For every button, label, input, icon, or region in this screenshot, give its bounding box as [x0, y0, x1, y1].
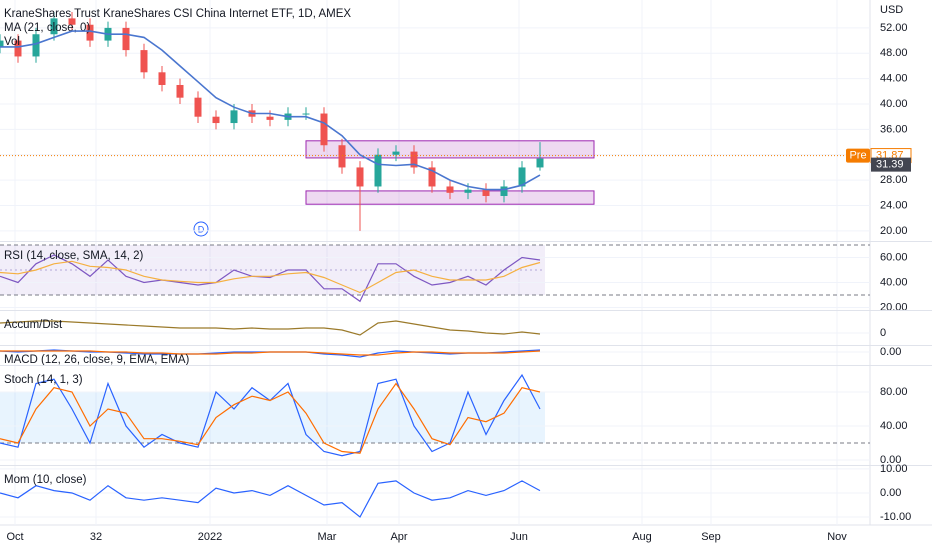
- candle-body: [68, 18, 76, 25]
- candle-body: [212, 116, 220, 124]
- pane-title: RSI (14, close, SMA, 14, 2): [4, 250, 144, 262]
- candle-body: [392, 151, 400, 155]
- candle-body: [122, 27, 130, 51]
- currency-label: USD: [880, 4, 903, 16]
- candle-body: [536, 158, 544, 168]
- x-tick-label: Jun: [510, 531, 528, 543]
- legend-entry: MA (21, close, 0): [4, 22, 90, 34]
- y-tick-label: 10.00: [880, 463, 908, 475]
- candle-body: [410, 151, 418, 168]
- x-tick-label: Aug: [632, 531, 652, 543]
- candle-body: [50, 18, 58, 35]
- candle-body: [500, 186, 508, 196]
- pane-title: KraneShares Trust KraneShares CSI China …: [4, 8, 351, 20]
- pre-badge: [846, 148, 870, 163]
- y-tick-label: 0.00: [880, 487, 901, 499]
- candle-body: [14, 40, 22, 57]
- pre-badge-label: Pre: [849, 149, 866, 161]
- y-tick-label: 40.00: [880, 98, 908, 110]
- series-line: [0, 320, 541, 336]
- legend-entry: Vol: [4, 36, 20, 48]
- series-line: [0, 30, 541, 191]
- y-tick-label: 40.00: [880, 420, 908, 432]
- candle-body: [518, 167, 526, 187]
- candle-body: [86, 24, 94, 41]
- candle-body: [266, 116, 274, 120]
- y-tick-label: 20.00: [880, 225, 908, 237]
- candle-body: [338, 145, 346, 168]
- x-tick-label: Sep: [701, 531, 721, 543]
- y-tick-label: 28.00: [880, 174, 908, 186]
- candle-body: [0, 40, 4, 47]
- y-tick-label: 0: [880, 327, 886, 339]
- candle-body: [356, 167, 364, 187]
- series-line: [0, 350, 541, 356]
- candle-body: [140, 50, 148, 73]
- pane-title: Accum/Dist: [4, 319, 63, 331]
- candle-body: [176, 84, 184, 98]
- y-tick-label: 44.00: [880, 73, 908, 85]
- y-tick-label: 0.00: [880, 454, 901, 466]
- pane-title: Stoch (14, 1, 3): [4, 374, 83, 386]
- y-tick-label: 60.00: [880, 251, 908, 263]
- candle-body: [320, 113, 328, 146]
- y-tick-label: 48.00: [880, 47, 908, 59]
- y-tick-label: 36.00: [880, 123, 908, 135]
- x-tick-label: Apr: [390, 531, 407, 543]
- candle-body: [230, 110, 238, 124]
- y-tick-label: 20.00: [880, 301, 908, 313]
- x-tick-label: Mar: [318, 531, 337, 543]
- candle-body: [302, 113, 310, 115]
- x-tick-label: 2022: [198, 531, 222, 543]
- candle-body: [446, 186, 454, 193]
- last-price-box: [871, 157, 911, 172]
- series-line: [0, 260, 541, 294]
- series-line: [0, 254, 541, 303]
- y-tick-label: 24.00: [880, 199, 908, 211]
- pane-title: MACD (12, 26, close, 9, EMA, EMA): [4, 354, 190, 366]
- candle-body: [374, 154, 382, 187]
- x-tick-label: Oct: [6, 531, 23, 543]
- y-tick-label: -10.00: [880, 511, 911, 523]
- dividend-icon: D: [193, 221, 209, 237]
- band-fill: [0, 391, 545, 443]
- series-line: [0, 382, 541, 454]
- y-tick-label: 40.00: [880, 276, 908, 288]
- series-line: [0, 480, 541, 518]
- candle-body: [194, 97, 202, 117]
- candle-body: [32, 34, 40, 57]
- last-price-label: 31.39: [876, 159, 904, 171]
- candle-body: [464, 189, 472, 193]
- pane-title: Mom (10, close): [4, 474, 87, 486]
- svg-text:D: D: [198, 224, 205, 234]
- y-tick-label: 80.00: [880, 386, 908, 398]
- candle-body: [482, 189, 490, 196]
- y-tick-label: 52.00: [880, 22, 908, 34]
- candle-body: [428, 167, 436, 187]
- y-tick-label: 0.00: [880, 346, 901, 358]
- x-tick-label: Nov: [827, 531, 847, 543]
- x-tick-label: 32: [90, 531, 102, 543]
- candle-body: [158, 72, 166, 85]
